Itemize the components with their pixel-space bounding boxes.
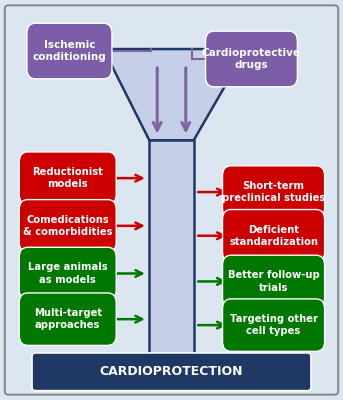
Text: Deficient
standardization: Deficient standardization <box>229 224 318 247</box>
FancyBboxPatch shape <box>223 166 324 218</box>
FancyBboxPatch shape <box>19 152 116 204</box>
Text: Cardioprotective
drugs: Cardioprotective drugs <box>202 48 301 70</box>
Text: Short-term
preclinical studies: Short-term preclinical studies <box>222 181 325 203</box>
Polygon shape <box>150 140 193 361</box>
Text: CARDIOPROTECTION: CARDIOPROTECTION <box>100 365 243 378</box>
FancyBboxPatch shape <box>32 353 311 391</box>
Text: Reductionist
models: Reductionist models <box>32 167 103 189</box>
Polygon shape <box>104 49 246 140</box>
Text: Comedications
& comorbidities: Comedications & comorbidities <box>23 215 113 237</box>
Text: Large animals
as models: Large animals as models <box>28 262 108 285</box>
FancyBboxPatch shape <box>19 247 116 300</box>
Text: Targeting other
cell types: Targeting other cell types <box>229 314 318 336</box>
Text: Multi-target
approaches: Multi-target approaches <box>34 308 102 330</box>
Text: Better follow-up
trials: Better follow-up trials <box>228 270 319 293</box>
FancyBboxPatch shape <box>223 299 324 351</box>
FancyBboxPatch shape <box>19 293 116 345</box>
Text: Ischemic
conditioning: Ischemic conditioning <box>33 40 106 62</box>
FancyBboxPatch shape <box>205 31 297 87</box>
FancyBboxPatch shape <box>223 210 324 262</box>
FancyBboxPatch shape <box>5 5 338 395</box>
FancyBboxPatch shape <box>223 255 324 308</box>
FancyBboxPatch shape <box>19 200 116 252</box>
FancyBboxPatch shape <box>27 23 112 79</box>
